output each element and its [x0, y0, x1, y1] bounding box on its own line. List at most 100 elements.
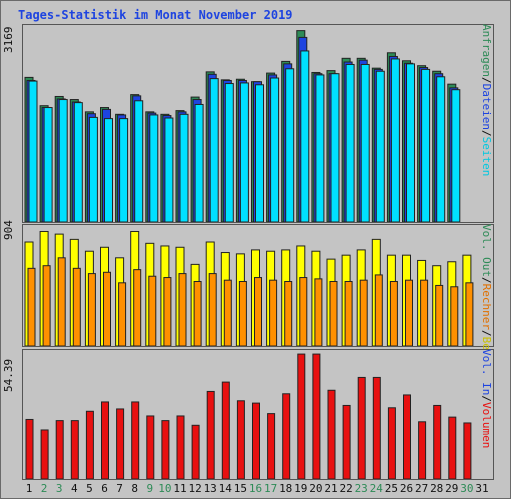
bar-seiten-day-5: [88, 116, 98, 222]
legend-volumen: Volumen: [480, 401, 493, 449]
bar-volumen-day-16: [252, 402, 260, 479]
bar-rechner-day-22: [344, 280, 353, 346]
bar-volumen-day-4: [70, 420, 79, 479]
legend-sep: /: [480, 395, 493, 402]
bar-rechner-day-5: [87, 273, 96, 346]
bar-volumen-day-25: [387, 407, 396, 479]
x-tick-label-16: 16: [248, 482, 263, 495]
bar-volumen-day-7: [116, 408, 125, 479]
panel3-ymax-label: 54.39: [2, 358, 15, 392]
panel1-legend: Anfragen/Dateien/Seiten: [480, 24, 493, 194]
bar-seiten-day-28: [436, 76, 446, 222]
bar-volumen-day-14: [221, 381, 230, 479]
x-tick-label-26: 26: [399, 482, 414, 495]
bar-volumen-day-2: [40, 429, 49, 479]
x-tick-label-25: 25: [384, 482, 399, 495]
bar-volumen-day-23: [357, 376, 366, 479]
bar-seiten-day-6: [104, 118, 113, 222]
panel-volumen-svg: [25, 353, 472, 479]
bar-rechner-day-28: [435, 284, 444, 346]
bar-volumen-day-6: [101, 401, 109, 479]
x-tick-label-20: 20: [309, 482, 323, 495]
bar-rechner-day-25: [389, 280, 398, 346]
bar-seiten-day-21: [330, 73, 340, 222]
bar-rechner-day-23: [359, 279, 368, 346]
bar-volumen-day-5: [85, 410, 94, 479]
bar-volumen-day-8: [131, 401, 140, 479]
x-tick-label-14: 14: [218, 482, 232, 495]
bar-rechner-day-3: [57, 257, 66, 346]
x-tick-label-30: 30: [460, 482, 474, 495]
bar-rechner-day-26: [405, 279, 413, 346]
x-tick-label-27: 27: [414, 482, 429, 495]
bar-volumen-day-21: [327, 389, 336, 479]
x-tick-label-21: 21: [324, 482, 338, 495]
panel-anfragen: [22, 24, 494, 223]
x-tick-label-7: 7: [116, 482, 123, 495]
bar-seiten-day-22: [345, 63, 355, 222]
bar-rechner-day-16: [254, 277, 262, 346]
bar-seiten-day-7: [119, 118, 129, 222]
legend-sep: /: [480, 129, 493, 137]
legend-sep: /: [480, 329, 493, 337]
bar-rechner-day-20: [314, 278, 323, 346]
x-tick-label-6: 6: [101, 482, 108, 495]
bar-volumen-day-12: [191, 424, 200, 479]
bar-seiten-day-2: [43, 107, 53, 222]
panel1-ymax-label: 3169: [2, 26, 15, 54]
bar-rechner-day-8: [133, 269, 142, 346]
panel3-legend: Vol. In/Volumen: [480, 349, 493, 500]
bar-rechner-day-17: [269, 279, 278, 346]
bar-volumen-day-11: [176, 415, 185, 479]
x-tick-label-5: 5: [86, 482, 93, 495]
bar-rechner-day-10: [163, 277, 172, 346]
bar-volumen-day-1: [25, 418, 34, 479]
bar-seiten-day-24: [375, 70, 385, 222]
bar-rechner-day-14: [223, 279, 232, 346]
legend-rechner: Rechner: [480, 283, 493, 330]
panel-besuche: [22, 224, 494, 347]
bar-seiten-day-29: [451, 89, 461, 222]
bar-volumen-day-15: [236, 400, 245, 479]
legend-sep: /: [480, 76, 493, 84]
bar-rechner-day-27: [420, 279, 429, 346]
bar-seiten-day-16: [255, 84, 264, 222]
x-tick-label-22: 22: [339, 482, 353, 495]
x-tick-label-24: 24: [369, 482, 383, 495]
x-tick-label-29: 29: [445, 482, 459, 495]
x-tick-label-1: 1: [25, 482, 33, 495]
bar-rechner-day-7: [118, 282, 127, 346]
bar-seiten-day-19: [300, 50, 310, 222]
chart-title: Tages-Statistik im Monat November 2019: [18, 8, 293, 22]
bar-volumen-day-28: [433, 404, 442, 479]
bar-seiten-day-12: [194, 103, 204, 222]
bar-seiten-day-3: [58, 99, 68, 222]
bar-seiten-day-26: [406, 63, 415, 222]
x-tick-label-15: 15: [233, 482, 248, 495]
bar-seiten-day-8: [134, 100, 144, 222]
legend-sep: /: [480, 276, 493, 284]
x-tick-label-31: 31: [475, 482, 489, 495]
x-tick-label-17: 17: [263, 482, 278, 495]
x-tick-label-23: 23: [354, 482, 368, 495]
x-tick-label-12: 12: [188, 482, 202, 495]
bar-seiten-day-18: [285, 68, 295, 222]
x-tick-label-18: 18: [279, 482, 293, 495]
x-tick-label-9: 9: [146, 482, 154, 495]
legend-seiten: Seiten: [480, 136, 493, 177]
x-tick-label-4: 4: [70, 482, 78, 495]
bar-rechner-day-24: [374, 274, 383, 346]
x-tick-label-13: 13: [203, 482, 217, 495]
bar-volumen-day-10: [161, 420, 170, 479]
bar-seiten-day-4: [73, 102, 83, 222]
bar-volumen-day-22: [342, 404, 351, 479]
bar-volumen-day-20: [312, 353, 321, 479]
bar-rechner-day-6: [103, 271, 111, 346]
bar-volumen-day-9: [146, 415, 155, 479]
bar-seiten-day-27: [421, 68, 431, 222]
bar-volumen-day-24: [372, 376, 381, 479]
bar-rechner-day-2: [42, 265, 51, 346]
legend-dateien: Dateien: [480, 83, 493, 130]
bar-rechner-day-30: [465, 282, 474, 346]
